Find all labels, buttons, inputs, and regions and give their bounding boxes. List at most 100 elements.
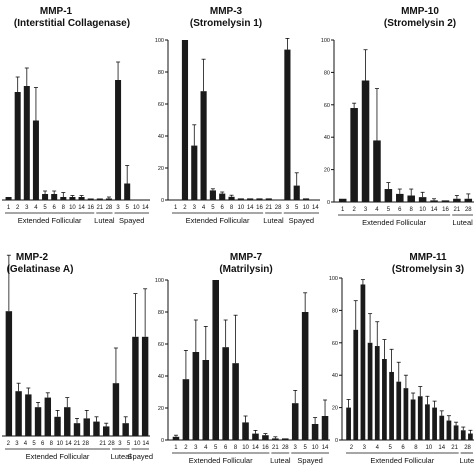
y-tick-label: 40	[158, 134, 164, 140]
bar	[64, 407, 71, 436]
y-tick-label: 80	[324, 70, 330, 76]
x-tick-label: 2	[183, 205, 187, 211]
group-label: Spayed	[119, 216, 144, 225]
x-tick-label: 14	[247, 205, 254, 211]
bar	[275, 200, 282, 201]
bar	[172, 436, 180, 440]
bar	[374, 346, 380, 440]
bar	[410, 399, 416, 440]
x-tick-label: 1	[7, 205, 11, 211]
x-tick-label: 10	[238, 205, 245, 211]
x-tick-label: 14	[252, 445, 259, 451]
bar	[182, 379, 190, 440]
bar	[181, 40, 189, 200]
x-tick-label: 4	[202, 205, 206, 211]
bar	[5, 197, 12, 200]
bar	[34, 407, 42, 436]
y-tick-label: 40	[158, 374, 164, 380]
x-tick-label: 5	[295, 205, 299, 211]
bar	[389, 371, 394, 440]
x-tick-label: 21	[451, 445, 458, 451]
x-tick-label: 28	[108, 441, 115, 447]
x-tick-label: 28	[106, 205, 113, 211]
x-tick-label: 14	[431, 207, 438, 213]
bar	[142, 200, 149, 201]
x-tick-label: 2	[16, 205, 20, 211]
y-tick-label: 80	[332, 308, 338, 314]
bar	[112, 383, 120, 436]
bar	[237, 198, 244, 200]
chart-panel: 0 20 40 60 80 100 2 3 4 5 6 8 10 14 21 28 Extended Folli…	[329, 276, 474, 465]
x-tick-label: 8	[50, 441, 54, 447]
bar	[301, 312, 309, 440]
x-tick-label: 21	[74, 441, 81, 447]
panel-subtitle: (Stromelysin 2)	[384, 18, 456, 29]
x-tick-label: 3	[294, 445, 298, 451]
x-tick-label: 16	[442, 207, 449, 213]
panel-mmp-11: MMP-11 (Stromelysin 3)	[392, 252, 464, 275]
bar	[321, 416, 329, 440]
y-tick-label: 20	[158, 406, 164, 412]
bar	[200, 91, 207, 200]
x-tick-label: 3	[364, 207, 368, 213]
bar	[228, 196, 235, 200]
group-label: Spayed	[128, 452, 153, 461]
bar	[384, 189, 393, 202]
x-tick-label: 10	[133, 205, 140, 211]
bar	[232, 363, 239, 440]
bar	[367, 342, 373, 440]
bar	[133, 200, 140, 201]
panel-title: MMP-2	[16, 252, 49, 263]
group-label: Spayed	[297, 456, 322, 465]
group-label: Extended Follicular	[26, 452, 90, 461]
bar	[222, 347, 229, 440]
bar	[382, 359, 387, 440]
bar	[417, 396, 423, 440]
bar	[311, 424, 319, 440]
x-tick-label: 10	[69, 205, 76, 211]
panel-mmp-2: MMP-2 (Gelatinase A)	[7, 252, 74, 275]
x-tick-label: 10	[312, 445, 319, 451]
x-tick-label: 14	[78, 205, 85, 211]
x-tick-label: 5	[214, 445, 218, 451]
y-tick-label: 60	[332, 341, 338, 347]
bar	[51, 194, 58, 200]
bar	[60, 197, 67, 200]
bar	[23, 86, 30, 200]
x-tick-label: 3	[286, 205, 290, 211]
y-tick-label: 0	[161, 438, 164, 444]
x-tick-label: 14	[142, 441, 149, 447]
x-tick-label: 21	[96, 205, 103, 211]
group-label: Spayed	[289, 216, 314, 225]
x-tick-label: 5	[387, 207, 391, 213]
bar	[464, 198, 473, 202]
panel-mmp-10: MMP-10 (Stromelysin 2)	[384, 6, 456, 29]
x-tick-label: 6	[401, 445, 405, 451]
bar	[312, 200, 319, 201]
y-tick-label: 100	[155, 278, 164, 284]
group-label: Luteal	[111, 452, 132, 461]
group-label: Luteal	[452, 218, 473, 227]
bar	[115, 80, 122, 200]
x-tick-label: 10	[242, 445, 249, 451]
bar	[396, 381, 402, 440]
bar	[418, 197, 427, 202]
bar	[73, 423, 81, 436]
bar	[54, 416, 61, 436]
y-tick-label: 80	[158, 70, 164, 76]
bar	[132, 336, 139, 436]
x-tick-label: 16	[262, 445, 269, 451]
x-tick-label: 8	[414, 445, 418, 451]
bar	[122, 423, 129, 436]
bar	[124, 183, 131, 200]
bar	[191, 145, 198, 200]
bar	[96, 198, 103, 200]
bar	[69, 197, 76, 200]
x-tick-label: 21	[272, 445, 279, 451]
panel-subtitle: (Matrilysin)	[219, 264, 272, 275]
